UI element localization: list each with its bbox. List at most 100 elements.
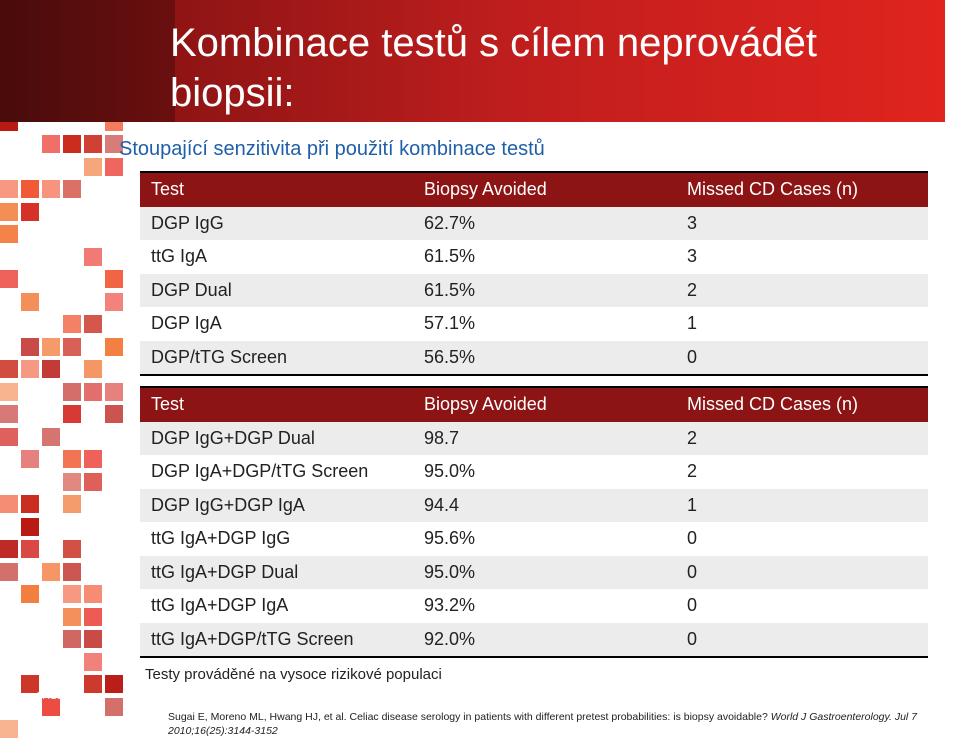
decorative-tile <box>21 450 39 468</box>
table-gap <box>140 376 928 386</box>
decorative-tile <box>0 382 18 401</box>
cell-biopsy-avoided: 92.0% <box>424 622 687 658</box>
decorative-tile <box>105 337 123 356</box>
cell-missed-cases: 0 <box>687 622 928 658</box>
cell-missed-cases: 2 <box>687 455 928 489</box>
decorative-tile <box>63 337 81 356</box>
decorative-tile <box>84 360 102 378</box>
decorative-tile <box>42 360 60 378</box>
decorative-tile <box>84 585 102 603</box>
table-row: ttG IgA 61.5% 3 <box>140 240 928 274</box>
decorative-tile <box>105 382 123 401</box>
cell-biopsy-avoided: 61.5% <box>424 240 687 274</box>
page-title: Kombinace testů s cílem neprovádět biops… <box>170 21 818 115</box>
decorative-tile <box>84 382 102 401</box>
decorative-tile <box>63 540 81 558</box>
decorative-tile <box>0 202 18 221</box>
cell-test: DGP/tTG Screen <box>140 340 424 376</box>
cell-test: DGP IgA+DGP/tTG Screen <box>140 455 424 489</box>
decorative-tile <box>21 202 39 221</box>
table-row: ttG IgA+DGP IgG 95.6% 0 <box>140 522 928 556</box>
header-test: Test <box>140 171 424 207</box>
table-header-row: Test Biopsy Avoided Missed CD Cases (n) <box>140 171 928 207</box>
decorative-tile <box>105 270 123 288</box>
decorative-tile <box>63 382 81 401</box>
decorative-tile <box>105 675 123 693</box>
decorative-tile <box>63 495 81 513</box>
table-row: ttG IgA+DGP IgA 93.2% 0 <box>140 589 928 623</box>
decorative-tile <box>63 630 81 648</box>
cell-test: DGP IgG <box>140 206 424 240</box>
decorative-tile <box>0 427 18 446</box>
decorative-tile <box>63 450 81 468</box>
cell-test: ttG IgA+DGP Dual <box>140 555 424 589</box>
decorative-tile <box>21 517 39 536</box>
decorative-tile <box>0 225 18 243</box>
decorative-tile <box>105 405 123 423</box>
decorative-tile <box>63 585 81 603</box>
cell-biopsy-avoided: 98.7 <box>424 421 687 455</box>
cell-biopsy-avoided: 93.2% <box>424 589 687 623</box>
decorative-tile <box>21 585 39 603</box>
cell-test: ttG IgA+DGP IgG <box>140 522 424 556</box>
decorative-tile <box>0 270 18 288</box>
decorative-tile <box>0 562 18 581</box>
decorative-tile <box>21 495 39 513</box>
decorative-tile <box>84 630 102 648</box>
decorative-tile <box>21 180 39 198</box>
decorative-tile <box>42 337 60 356</box>
reference-text: Sugai E, Moreno ML, Hwang HJ, et al. Cel… <box>168 711 771 723</box>
title-band <box>0 0 945 122</box>
decorative-tile <box>42 562 60 581</box>
header-missed-cases: Missed CD Cases (n) <box>687 171 928 207</box>
cell-test: DGP IgG+DGP IgA <box>140 488 424 522</box>
cell-biopsy-avoided: 57.1% <box>424 307 687 341</box>
decorative-tile <box>63 562 81 581</box>
table-row: DGP IgG 62.7% 3 <box>140 206 928 240</box>
decorative-tile <box>105 292 123 311</box>
decorative-tile <box>0 720 18 738</box>
decorative-tile <box>84 135 102 153</box>
decorative-tile <box>84 675 102 693</box>
cell-test: ttG IgA+DGP/tTG Screen <box>140 622 424 658</box>
header-biopsy-avoided: Biopsy Avoided <box>424 171 687 207</box>
decorative-tile <box>42 180 60 198</box>
reference-journal: World J Gastroenterology. Jul 7 2010;16(… <box>168 711 918 737</box>
cell-biopsy-avoided: 95.0% <box>424 555 687 589</box>
table-row: DGP IgG+DGP Dual 98.7 2 <box>140 421 928 455</box>
decorative-tile <box>0 180 18 198</box>
decorative-tile <box>42 135 60 153</box>
decorative-tile <box>84 247 102 266</box>
decorative-tile <box>42 427 60 446</box>
cell-missed-cases: 2 <box>687 421 928 455</box>
cell-missed-cases: 2 <box>687 273 928 307</box>
cell-biopsy-avoided: 95.6% <box>424 522 687 556</box>
page-number: PAGE 18 <box>37 691 78 702</box>
decorative-tile <box>84 607 102 626</box>
decorative-tile <box>21 675 39 693</box>
cell-biopsy-avoided: 56.5% <box>424 340 687 376</box>
cell-biopsy-avoided: 94.4 <box>424 488 687 522</box>
table-row: DGP IgA 57.1% 1 <box>140 307 928 341</box>
decorative-tile <box>84 315 102 333</box>
table-header-row: Test Biopsy Avoided Missed CD Cases (n) <box>140 386 928 422</box>
cell-test: DGP Dual <box>140 273 424 307</box>
decorative-tile <box>0 360 18 378</box>
decorative-tile <box>105 697 123 716</box>
population-note: Testy prováděné na vysoce rizikové popul… <box>145 666 442 683</box>
decorative-tile <box>63 472 81 491</box>
decorative-tile <box>21 337 39 356</box>
cell-test: DGP IgG+DGP Dual <box>140 421 424 455</box>
cell-missed-cases: 3 <box>687 240 928 274</box>
table-row: ttG IgA+DGP/tTG Screen 92.0% 0 <box>140 622 928 658</box>
table-row: DGP IgG+DGP IgA 94.4 1 <box>140 488 928 522</box>
decorative-tile <box>84 157 102 176</box>
cell-missed-cases: 3 <box>687 206 928 240</box>
decorative-tile <box>21 292 39 311</box>
decorative-tile <box>105 135 123 153</box>
decorative-tile <box>63 315 81 333</box>
cell-missed-cases: 0 <box>687 555 928 589</box>
reference-citation: Sugai E, Moreno ML, Hwang HJ, et al. Cel… <box>168 710 960 738</box>
decorative-tile <box>42 697 60 716</box>
table-row: DGP IgA+DGP/tTG Screen 95.0% 2 <box>140 455 928 489</box>
